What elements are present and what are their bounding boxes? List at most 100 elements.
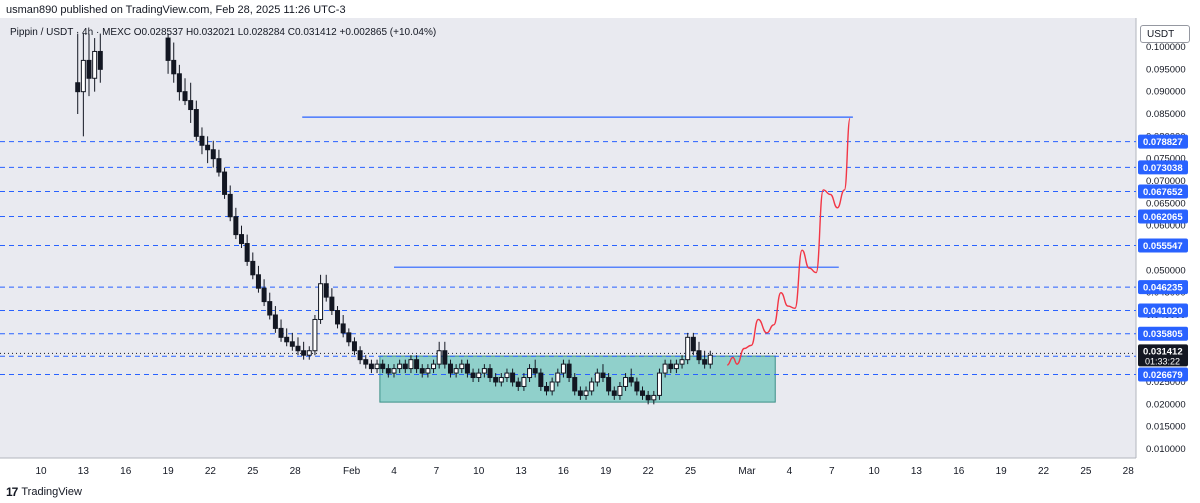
candle [521, 373, 527, 391]
candle-body [583, 390, 589, 396]
price-chart[interactable]: 0.1000000.0950000.0900000.0850000.080000… [0, 18, 1200, 481]
candle [668, 359, 674, 374]
candle [470, 368, 476, 382]
candle [442, 341, 448, 369]
candle [261, 279, 267, 307]
candle-body [267, 301, 273, 316]
candle [431, 359, 437, 374]
candle-body [651, 394, 657, 401]
candle-body [498, 377, 504, 383]
candle [623, 373, 629, 391]
candle-body [436, 350, 442, 365]
candle-body [419, 368, 425, 374]
date-tick-label: 4 [391, 466, 397, 477]
candle-body [374, 363, 380, 370]
time-axis-background [0, 458, 1200, 481]
candle-body [368, 363, 374, 370]
candle [696, 341, 702, 365]
candle-body [464, 363, 470, 374]
price-tick-label: 0.085000 [1146, 109, 1186, 120]
level-tag-bg [1138, 238, 1188, 253]
currency-selector[interactable]: USDT [1140, 25, 1190, 43]
candle-body [306, 350, 312, 356]
candle [244, 234, 250, 266]
candle [216, 149, 222, 177]
price-axis-background [1136, 18, 1200, 458]
candle [515, 377, 521, 391]
candle-body [566, 363, 572, 379]
candle [351, 337, 357, 356]
level-tag-bg [1138, 184, 1188, 199]
candle-body [385, 368, 391, 374]
date-tick-label: 4 [787, 466, 793, 477]
tradingview-logo-icon: 17 [6, 485, 18, 499]
level-tag-bg [1138, 160, 1188, 175]
candle [397, 359, 403, 374]
level-tag-bg [1138, 326, 1188, 341]
candle [555, 368, 561, 387]
candle-body [577, 390, 583, 396]
candle-body [510, 372, 516, 383]
candle [385, 364, 391, 378]
candle-body [402, 363, 408, 370]
candle-body [182, 91, 188, 102]
candle-body [645, 394, 651, 401]
candle-body [673, 363, 679, 370]
candle [318, 274, 324, 324]
level-tag: 0.041020 [1138, 303, 1188, 318]
date-tick-label: 7 [829, 466, 835, 477]
candle-body [340, 323, 346, 334]
price-tick-label: 0.075000 [1146, 154, 1186, 165]
candle-body [690, 336, 696, 352]
candle [165, 33, 171, 74]
candle-body [176, 73, 182, 93]
candle-body [75, 82, 81, 93]
level-tag: 0.026679 [1138, 367, 1188, 382]
level-tag-label: 0.067652 [1143, 187, 1183, 198]
candle-body [289, 341, 295, 347]
candle [222, 167, 228, 199]
level-tag: 0.055547 [1138, 238, 1188, 253]
candle [493, 373, 499, 387]
tradingview-logo[interactable]: 17 TradingView [6, 485, 82, 499]
candle [267, 292, 273, 320]
candle [702, 350, 708, 369]
candle [447, 359, 453, 378]
level-tag-label: 0.035805 [1143, 329, 1183, 340]
candle-body [357, 350, 363, 361]
candle-body [640, 390, 646, 396]
candle-body [572, 377, 578, 392]
candle-body [97, 50, 103, 70]
date-tick-label: Mar [738, 466, 756, 477]
candle-body [80, 59, 86, 93]
price-tick-label: 0.025000 [1146, 377, 1186, 388]
candle [572, 373, 578, 396]
candle-body [351, 341, 357, 352]
projection-path [727, 117, 851, 366]
candle-body [555, 372, 561, 383]
candle [419, 364, 425, 378]
price-tick-label: 0.065000 [1146, 198, 1186, 209]
candle-body [431, 363, 437, 370]
date-tick-label: 13 [78, 466, 90, 477]
publisher-header: usman890 published on TradingView.com, F… [0, 0, 1200, 18]
candle-body [656, 372, 662, 396]
candle [611, 386, 617, 400]
candle-body [312, 318, 318, 352]
candle [272, 306, 278, 333]
symbol-legend: Pippin / USDT · 4h · MEXC O0.028537 H0.0… [10, 27, 437, 38]
candle-body [481, 368, 487, 374]
candle-body [493, 377, 499, 383]
candle [589, 377, 595, 396]
candle [645, 390, 651, 405]
candle-body [634, 381, 640, 392]
candle-body [560, 363, 566, 374]
level-tag-label: 0.026679 [1143, 370, 1183, 381]
candle [436, 341, 442, 369]
candle [380, 359, 386, 374]
date-tick-label: 25 [1080, 466, 1092, 477]
candle-body [589, 381, 595, 392]
candle-body [329, 296, 335, 312]
candle-body [284, 336, 290, 343]
